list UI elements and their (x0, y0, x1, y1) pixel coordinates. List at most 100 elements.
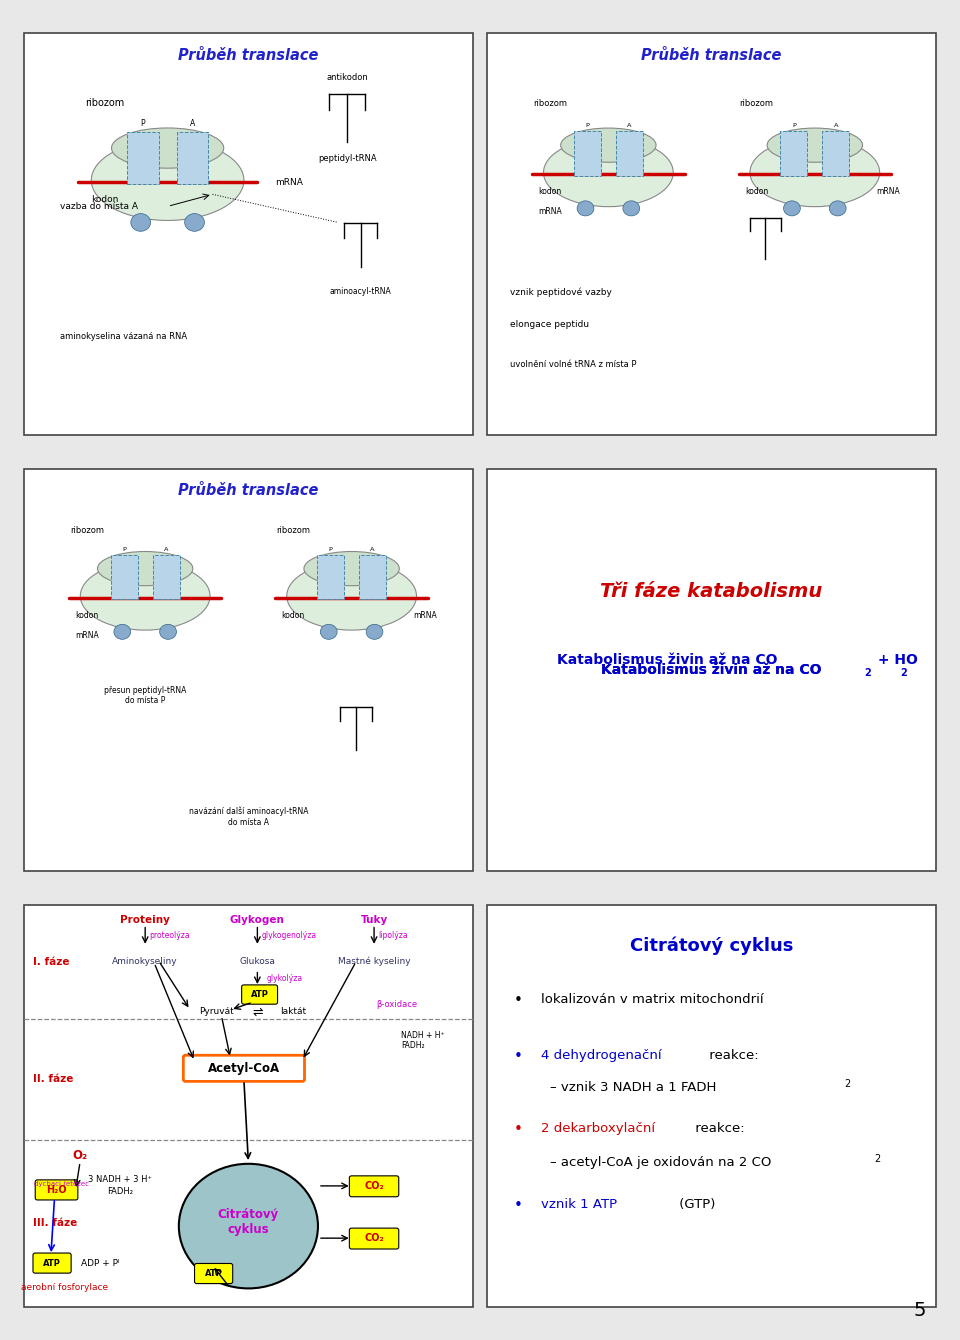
FancyBboxPatch shape (183, 1055, 304, 1081)
Text: O₂: O₂ (73, 1150, 87, 1162)
Text: glykolýza: glykolýza (266, 974, 302, 982)
Text: ⇌: ⇌ (252, 1005, 263, 1018)
Circle shape (783, 201, 801, 216)
Ellipse shape (767, 129, 862, 162)
Text: 2: 2 (900, 669, 907, 678)
Text: 5: 5 (914, 1301, 926, 1320)
Text: •: • (515, 993, 523, 1008)
Text: mRNA: mRNA (75, 631, 99, 639)
Text: proteolýza: proteolýza (150, 931, 190, 941)
Text: 2: 2 (844, 1079, 851, 1089)
Text: ribozom: ribozom (739, 99, 774, 107)
Text: Pyruvát: Pyruvát (200, 1008, 234, 1016)
Text: H₂O: H₂O (46, 1185, 67, 1195)
Text: Tuky: Tuky (360, 914, 388, 925)
Text: kodon: kodon (745, 188, 768, 196)
Text: A: A (190, 119, 195, 127)
Text: (GTP): (GTP) (675, 1198, 715, 1211)
Text: mRNA: mRNA (539, 208, 562, 216)
Text: ribozom: ribozom (533, 99, 567, 107)
Text: – acetyl-CoA je oxidován na 2 CO: – acetyl-CoA je oxidován na 2 CO (550, 1155, 772, 1168)
Bar (128, 131, 158, 184)
Text: II. fáze: II. fáze (33, 1075, 73, 1084)
Text: I. fáze: I. fáze (33, 957, 69, 966)
Text: 4 dehydrogenační: 4 dehydrogenační (541, 1049, 661, 1063)
Circle shape (321, 624, 337, 639)
Ellipse shape (111, 127, 224, 168)
Circle shape (623, 201, 639, 216)
Text: ATP: ATP (204, 1269, 223, 1278)
Text: ATP: ATP (43, 1258, 61, 1268)
Text: reakce:: reakce: (691, 1122, 745, 1135)
Text: dýchací řetězec: dýchací řetězec (34, 1181, 88, 1187)
Text: kodon: kodon (75, 611, 99, 619)
Text: CO₂: CO₂ (364, 1233, 384, 1244)
Text: 2 dekarboxylační: 2 dekarboxylační (541, 1122, 655, 1135)
Bar (780, 131, 807, 176)
Text: Katabolismus živin až na CO: Katabolismus živin až na CO (601, 663, 822, 677)
Text: 2: 2 (864, 669, 871, 678)
Text: Průběh translace: Průběh translace (179, 47, 319, 63)
Bar (616, 131, 642, 176)
Text: FADH₂: FADH₂ (401, 1041, 424, 1049)
Text: P: P (122, 547, 126, 552)
Bar (823, 131, 850, 176)
Ellipse shape (98, 552, 193, 586)
Text: elongace peptidu: elongace peptidu (510, 320, 588, 328)
Text: 3 NADH + 3 H⁺: 3 NADH + 3 H⁺ (88, 1175, 153, 1183)
Text: P: P (586, 123, 589, 129)
Text: ribozom: ribozom (70, 527, 104, 535)
Text: A: A (164, 547, 168, 552)
Text: ribozom: ribozom (85, 98, 125, 107)
Text: uvolnění volné tRNA z místa P: uvolnění volné tRNA z místa P (510, 360, 636, 369)
Text: Průběh translace: Průběh translace (179, 484, 319, 498)
Text: NADH + H⁺: NADH + H⁺ (401, 1030, 444, 1040)
Bar (153, 555, 180, 599)
Text: kodon: kodon (91, 196, 118, 204)
Circle shape (131, 213, 151, 232)
FancyBboxPatch shape (33, 1253, 71, 1273)
Text: glykogenolýza: glykogenolýza (262, 931, 317, 941)
Ellipse shape (91, 139, 244, 220)
Text: •: • (515, 1049, 523, 1064)
Ellipse shape (287, 561, 417, 630)
Text: III. fáze: III. fáze (33, 1218, 77, 1227)
Text: reakce:: reakce: (705, 1049, 758, 1063)
FancyBboxPatch shape (349, 1177, 398, 1197)
Text: vznik peptidové vazby: vznik peptidové vazby (510, 287, 612, 296)
Text: aminokyselina vázaná na RNA: aminokyselina vázaná na RNA (60, 332, 187, 340)
Text: mRNA: mRNA (276, 178, 303, 186)
Text: Průběh translace: Průběh translace (641, 47, 781, 63)
Text: •: • (515, 1122, 523, 1136)
Bar (318, 555, 344, 599)
Text: Proteiny: Proteiny (120, 914, 170, 925)
Circle shape (577, 201, 594, 216)
Text: Tři fáze katabolismu: Tři fáze katabolismu (600, 582, 823, 600)
Text: aminoacyl-tRNA: aminoacyl-tRNA (329, 287, 392, 296)
Text: FADH₂: FADH₂ (108, 1187, 133, 1195)
Text: mRNA: mRNA (413, 611, 437, 619)
Text: vazba do místa A: vazba do místa A (60, 202, 138, 210)
Text: Katabolismus živin až na CO: Katabolismus živin až na CO (601, 663, 822, 677)
Text: Glukosa: Glukosa (239, 957, 276, 966)
Bar (574, 131, 601, 176)
Text: Glykogen: Glykogen (230, 914, 285, 925)
Text: 2: 2 (874, 1154, 880, 1163)
Text: vznik 1 ATP: vznik 1 ATP (541, 1198, 617, 1211)
Text: P: P (792, 123, 796, 129)
Text: Mastné kyseliny: Mastné kyseliny (338, 957, 410, 966)
Text: •: • (515, 1198, 523, 1213)
FancyBboxPatch shape (349, 1227, 398, 1249)
FancyBboxPatch shape (195, 1264, 232, 1284)
Text: navázání další aminoacyl-tRNA
do místa A: navázání další aminoacyl-tRNA do místa A (189, 807, 308, 827)
FancyBboxPatch shape (242, 985, 277, 1004)
Circle shape (159, 624, 177, 639)
Circle shape (829, 201, 846, 216)
Text: ADP + Pᴵ: ADP + Pᴵ (81, 1258, 120, 1268)
Ellipse shape (750, 138, 879, 206)
Text: A: A (627, 123, 632, 129)
Text: lokalizován v matrix mitochondrií: lokalizován v matrix mitochondrií (541, 993, 764, 1006)
Text: P: P (328, 547, 332, 552)
Circle shape (184, 213, 204, 232)
Text: Katabolismus živin až na CO: Katabolismus živin až na CO (557, 653, 778, 667)
